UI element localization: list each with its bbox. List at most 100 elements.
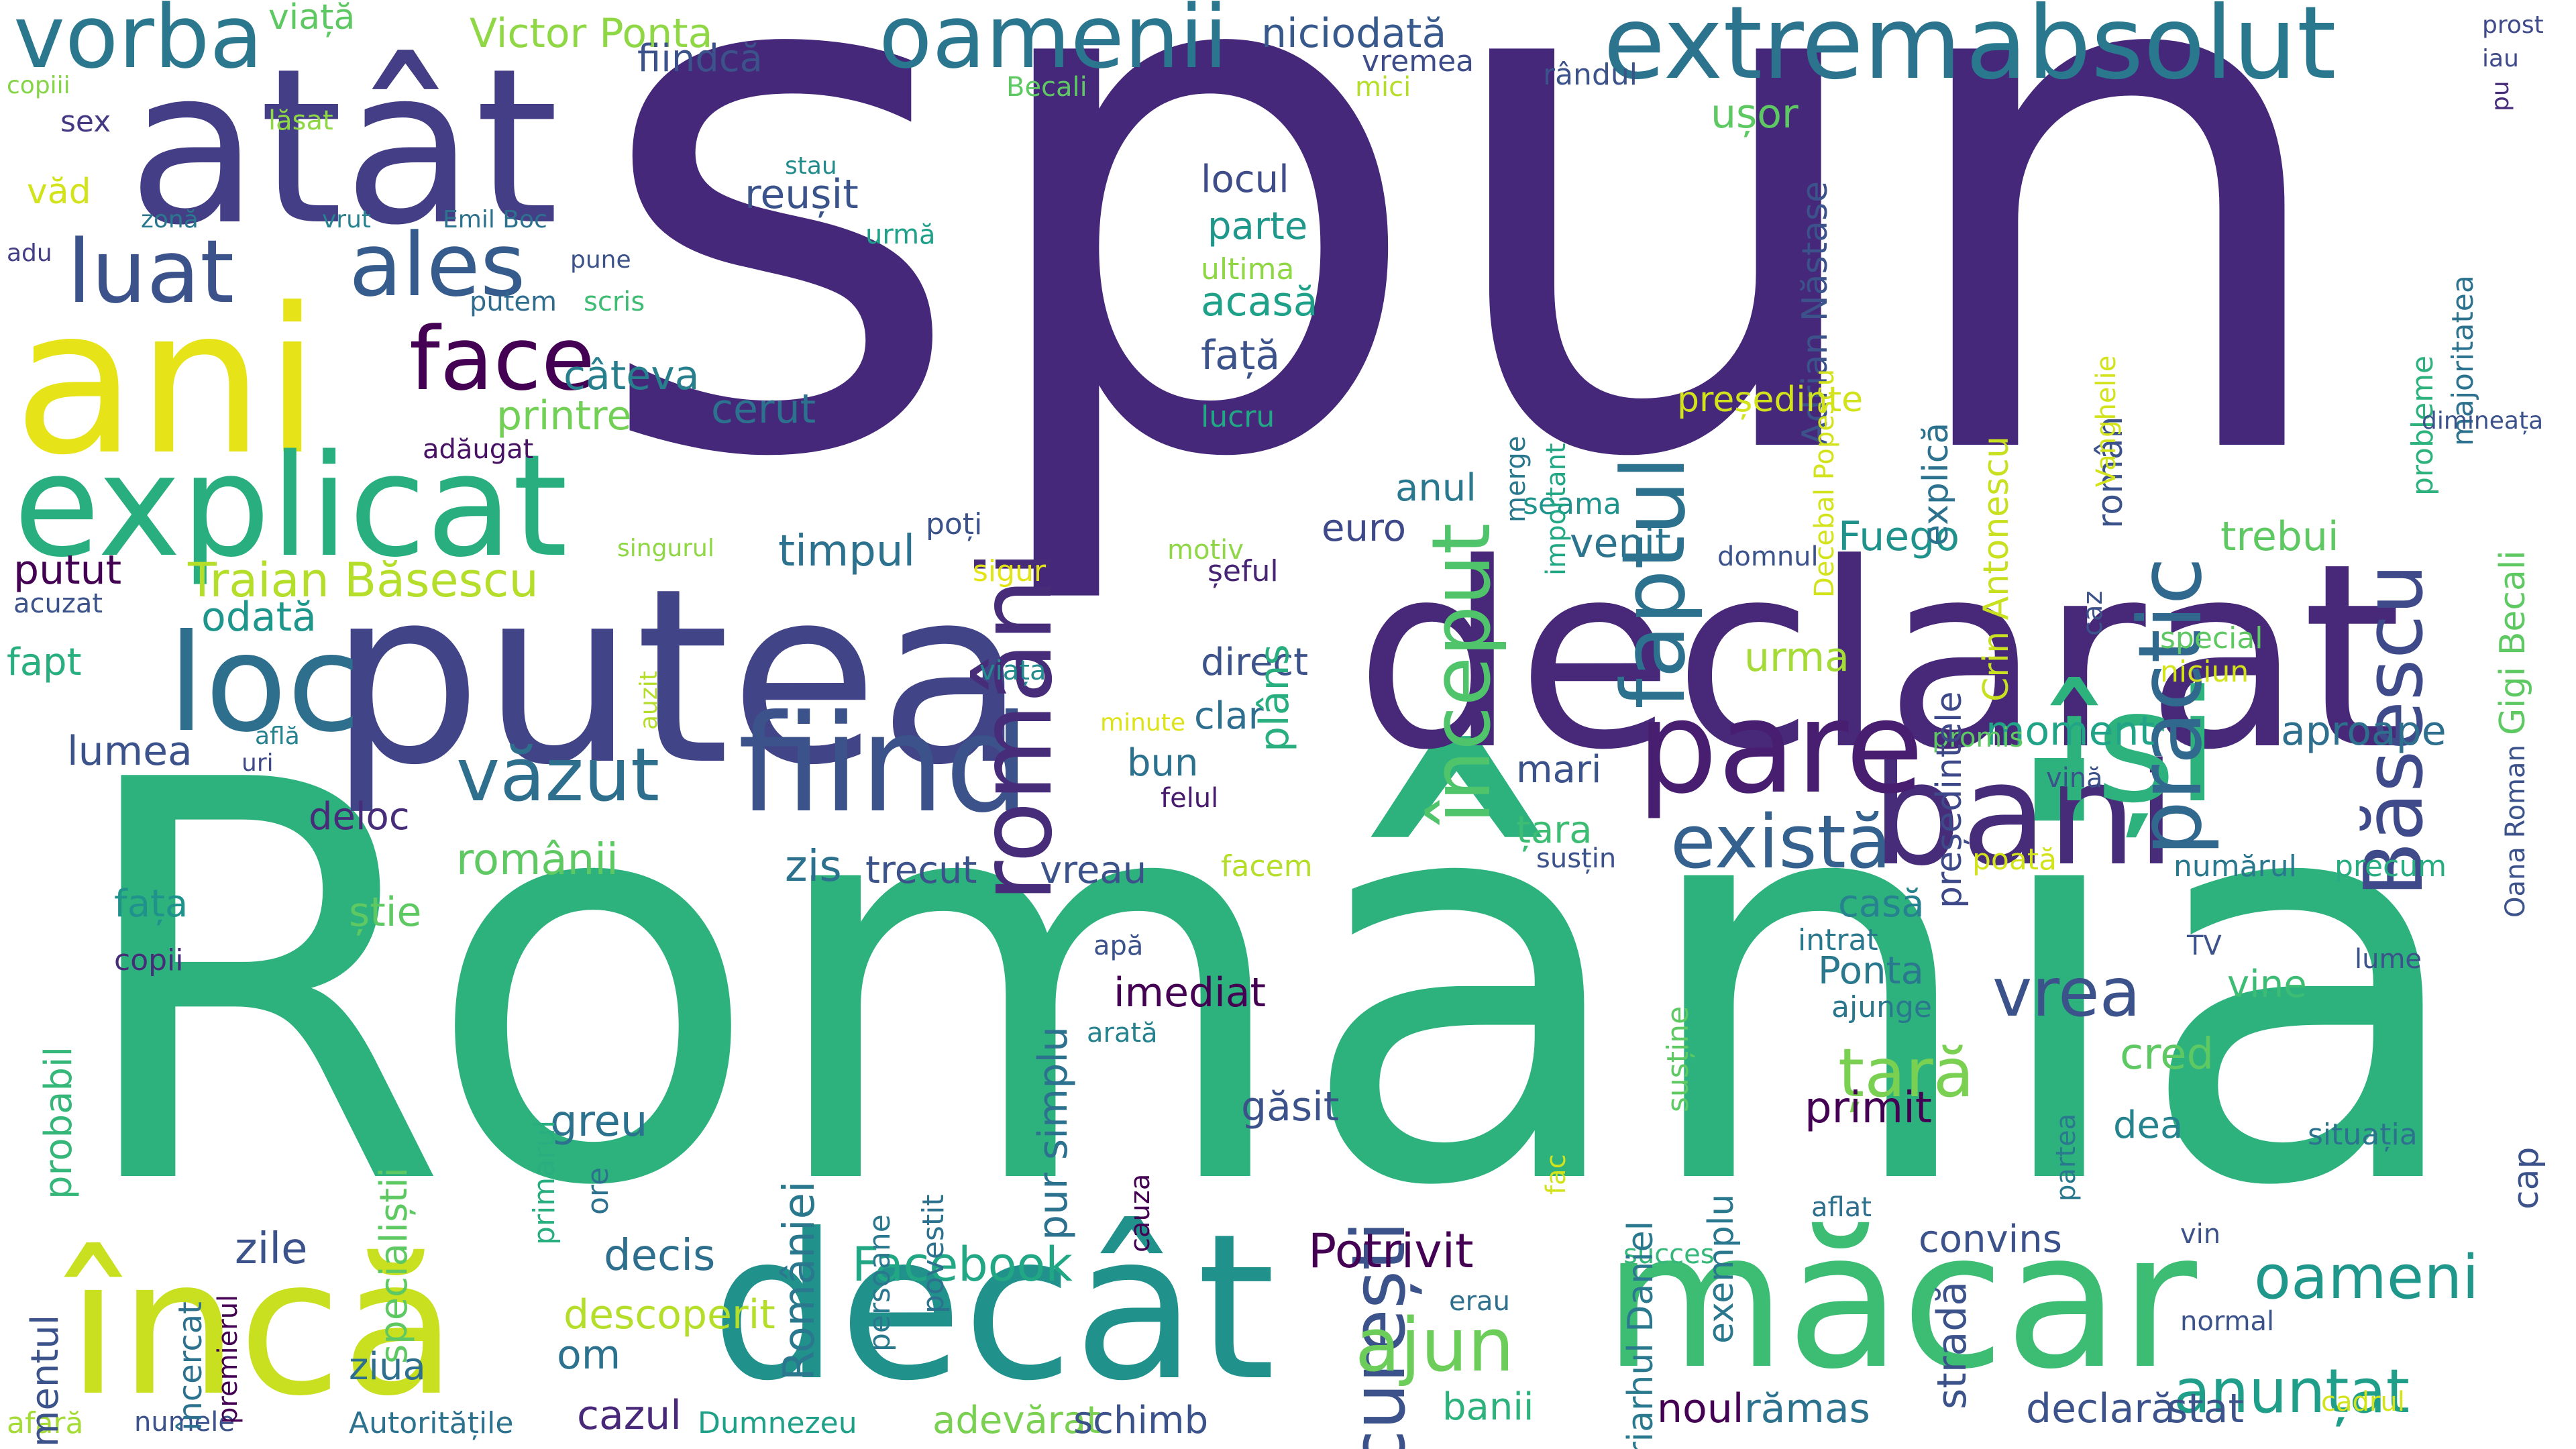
- word-crin-antonescu: Crin Antonescu: [1976, 436, 2017, 702]
- word-important: important: [1541, 443, 1572, 576]
- word-sustine: susține: [1661, 1006, 1695, 1112]
- word-momentul: momentul: [23, 1314, 67, 1449]
- word-bani: bani: [1872, 733, 2176, 897]
- word-tv: TV: [2187, 930, 2222, 961]
- word-fata: fața: [114, 882, 189, 926]
- word-potrivit: Potrivit: [1308, 1224, 1474, 1279]
- word-tara: țară: [1838, 1034, 1974, 1112]
- word-incercat: încercat: [172, 1301, 209, 1431]
- word-om: om: [557, 1332, 621, 1379]
- word-seama: seama: [1523, 487, 1621, 521]
- word-special: special: [2160, 621, 2263, 655]
- word-viata: viață: [268, 0, 356, 38]
- word-stat: stat: [2167, 1385, 2245, 1432]
- word-urma: urmă: [865, 219, 936, 250]
- word-direct: direct: [1201, 641, 1309, 684]
- word-faptul: faptul: [1603, 455, 1705, 709]
- word-decat: decât: [711, 1191, 1276, 1425]
- word-ani: ani: [13, 265, 321, 499]
- word-fapt: fapt: [7, 641, 82, 684]
- word-vine: vine: [2227, 963, 2307, 1006]
- word-vremea: vremea: [1362, 44, 1474, 78]
- word-autoritatile: Autoritățile: [349, 1406, 514, 1440]
- word-becali: Becali: [1006, 72, 1087, 103]
- word-fata: față: [1201, 332, 1281, 379]
- word-ajunge: ajunge: [1831, 990, 1932, 1024]
- word-intrat: intrat: [1798, 923, 1878, 957]
- word-fiind: fiind: [738, 686, 1030, 843]
- word-arata: arată: [1087, 1018, 1158, 1049]
- word-vanghelie: Vanghelie: [2091, 355, 2122, 487]
- word-prost: prost: [2482, 11, 2544, 39]
- word-niciun: niciun: [2160, 655, 2249, 689]
- word-trebui: trebui: [2220, 513, 2339, 560]
- word-premierul: premierul: [213, 1294, 244, 1424]
- word-mici: mici: [1355, 72, 1411, 103]
- word-romaniei: României: [775, 1181, 824, 1381]
- word-putut: putut: [13, 547, 122, 594]
- word-bun: bun: [1127, 741, 1199, 785]
- word-vin: vin: [2180, 1219, 2221, 1250]
- word-cadrul: cadrul: [2321, 1387, 2405, 1417]
- word-randul: rândul: [1543, 58, 1638, 92]
- word-ore: ore: [581, 1167, 615, 1215]
- word-greu: greu: [550, 1097, 648, 1146]
- word-copii: copii: [114, 943, 184, 977]
- word-pune: pune: [570, 246, 631, 274]
- word-sustin: susțin: [1536, 843, 1617, 874]
- word-parte: parte: [1208, 205, 1308, 248]
- word-niciodata: niciodată: [1261, 10, 1447, 57]
- word-dimineata: dimineața: [2422, 407, 2544, 435]
- word-poata: poată: [1972, 843, 2057, 877]
- word-cred: cred: [2120, 1030, 2214, 1079]
- word-persoane: persoane: [863, 1214, 897, 1352]
- word-minute: minute: [1100, 709, 1185, 737]
- word-vrut: vrut: [322, 206, 372, 233]
- word-iau: iau: [2482, 45, 2519, 72]
- word-exista: există: [1670, 799, 1892, 885]
- word-facem: facem: [1221, 849, 1313, 883]
- word-facebook: Facebook: [852, 1237, 1073, 1292]
- word-aflat: aflat: [1811, 1192, 1872, 1223]
- word-vrea: vrea: [1992, 953, 2141, 1032]
- word-vorba: vorba: [13, 0, 264, 88]
- word-declarat: declarat: [1355, 508, 2402, 806]
- word-usor: ușor: [1711, 91, 1799, 138]
- word-stie: știe: [349, 889, 422, 936]
- word-sex: sex: [60, 105, 111, 139]
- word-moment: moment: [1986, 708, 2155, 755]
- word-declara: declară: [2026, 1385, 2176, 1432]
- word-numele: numele: [134, 1407, 235, 1438]
- word-precum: precum: [2334, 849, 2447, 883]
- word-macar: măcar: [1603, 1192, 2197, 1411]
- word-vreau: vreau: [1040, 849, 1147, 892]
- word-vazut: văzut: [456, 732, 660, 818]
- word-emil-boc: Emil Boc: [443, 206, 547, 233]
- word-clar: clar: [1194, 694, 1264, 738]
- word-poti: poți: [926, 507, 983, 541]
- word-auzit: auzit: [635, 671, 663, 730]
- word-probabil: probabil: [37, 1046, 80, 1199]
- word-ponta: Ponta: [1818, 949, 1924, 993]
- word-dea: dea: [2113, 1104, 2184, 1147]
- word-zis: zis: [785, 842, 842, 892]
- word-odata: odată: [201, 594, 317, 641]
- word-banii: banii: [1442, 1385, 1534, 1429]
- word-urma: urma: [1744, 634, 1849, 681]
- word-putea: putea: [329, 537, 1026, 818]
- word-imediat: imediat: [1114, 969, 1267, 1016]
- word-anuntat: anunțat: [2174, 1356, 2410, 1427]
- word-cerut: cerut: [711, 386, 816, 433]
- word-situatia: situația: [2308, 1118, 2418, 1152]
- word-pare: pare: [1637, 674, 1924, 822]
- word-strada: stradă: [1929, 1281, 1976, 1409]
- word-mari: mari: [1516, 748, 1602, 792]
- word-succes: succes: [1623, 1239, 1715, 1270]
- word-felul: felul: [1161, 783, 1219, 814]
- word-traian-basescu: Traian Băsescu: [188, 553, 539, 608]
- word-seful: șeful: [1208, 554, 1279, 588]
- word-oameni: oameni: [2254, 1242, 2479, 1313]
- word-dumnezeu: Dumnezeu: [698, 1406, 857, 1440]
- word-deloc: deloc: [309, 795, 410, 839]
- word-reusit: reușit: [745, 171, 859, 218]
